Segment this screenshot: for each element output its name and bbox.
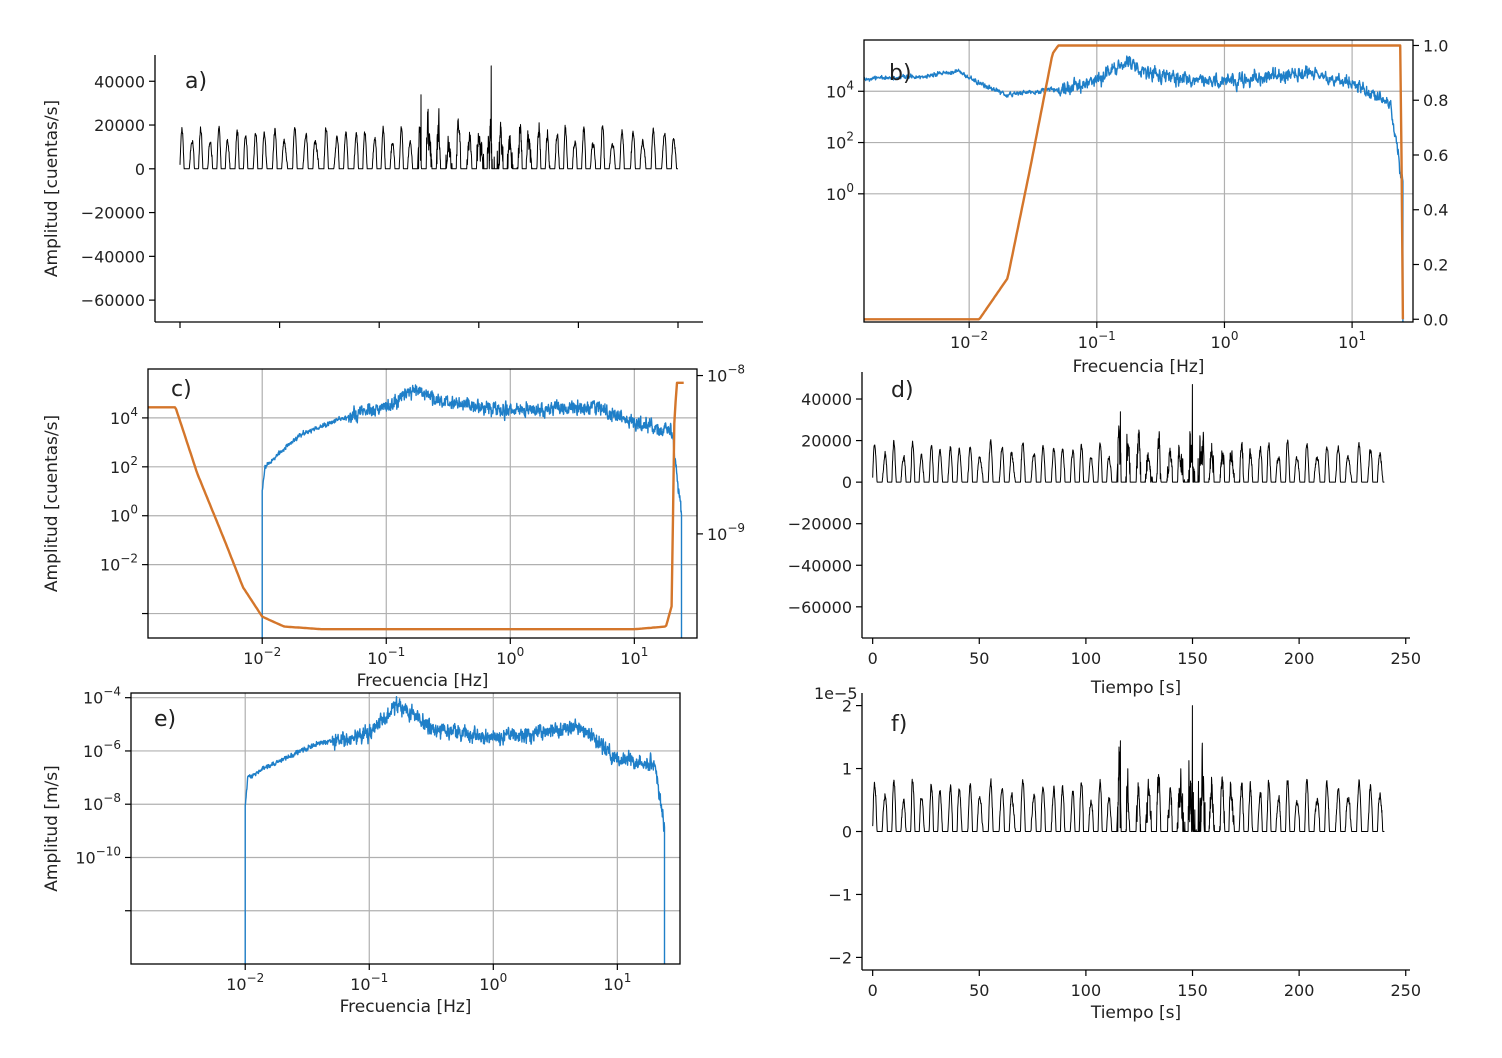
panel-f: 2 1 0 −1 −2 0 50 100 150 200 250 Tiempo [s] 1e−5 f) bbox=[814, 684, 1421, 1023]
panel-label: f) bbox=[891, 712, 907, 737]
y-tick-label: 100 bbox=[110, 503, 138, 526]
y-tick-label: −1 bbox=[828, 885, 852, 904]
x-tick-label: 0 bbox=[868, 981, 878, 1000]
y-tick-label: 0 bbox=[135, 160, 145, 179]
y-tick-label: 20000 bbox=[801, 432, 852, 451]
panel-label: b) bbox=[889, 61, 912, 86]
x-tick-label: 100 bbox=[1071, 981, 1102, 1000]
y-tick-label: 10−10 bbox=[75, 844, 121, 867]
panel-label: a) bbox=[185, 69, 207, 94]
y-tick-label: 104 bbox=[826, 78, 854, 101]
y-tick-label: 100 bbox=[826, 181, 854, 204]
x-tick-label: 0 bbox=[868, 649, 878, 668]
y2-tick-label: 10−8 bbox=[707, 363, 745, 386]
y-tick-label: 10−2 bbox=[100, 552, 138, 575]
plot-frame bbox=[863, 39, 1414, 323]
panel-d: 40000 20000 0 −20000 −40000 −60000 0 50 100 150 20… bbox=[788, 372, 1421, 698]
panel-a: 40000 20000 0 −20000 −40000 −60000 Amplitud [c… bbox=[42, 55, 703, 328]
x-axis-label: Frecuencia [Hz] bbox=[1073, 357, 1205, 377]
series-seismogram bbox=[179, 65, 679, 170]
x-tick-label: 150 bbox=[1177, 981, 1208, 1000]
y2-tick-label: 10−9 bbox=[707, 521, 745, 544]
y-tick-label: 1 bbox=[842, 760, 852, 779]
y2-tick-label: 0.6 bbox=[1423, 146, 1448, 165]
panel-b: 104 102 100 10−2 10−1 100 101 1.0 0.8 0.6 0.4 0.2 0.… bbox=[826, 36, 1448, 377]
x-tick-label: 10−1 bbox=[350, 971, 388, 994]
x-tick-label: 50 bbox=[969, 981, 989, 1000]
panel-label: c) bbox=[171, 377, 192, 402]
y-tick-label: −60000 bbox=[81, 291, 145, 310]
x-tick-label: 100 bbox=[496, 645, 524, 668]
series-amplitude-spectrum bbox=[244, 696, 666, 964]
plot-frame bbox=[147, 368, 698, 639]
y-axis-label: Amplitud [cuentas/s] bbox=[42, 100, 62, 277]
plot-frame bbox=[130, 692, 681, 965]
y2-tick-label: 0.4 bbox=[1423, 201, 1448, 220]
x-tick-label: 10−2 bbox=[226, 971, 264, 994]
x-tick-label: 150 bbox=[1177, 649, 1208, 668]
y-tick-label: 20000 bbox=[94, 116, 145, 135]
y-offset-label: 1e−5 bbox=[814, 684, 858, 703]
y-tick-label: −2 bbox=[828, 948, 852, 967]
series-seismogram bbox=[872, 384, 1385, 483]
y-tick-label: 2 bbox=[842, 697, 852, 716]
y-tick-label: 102 bbox=[826, 130, 854, 153]
x-tick-label: 250 bbox=[1390, 649, 1421, 668]
series-inverse-response bbox=[148, 381, 684, 631]
x-tick-label: 10−1 bbox=[367, 645, 405, 668]
panel-label: e) bbox=[154, 707, 176, 732]
panel-c: 104 102 100 10−2 10−2 10−1 100 101 10−8 10−9 Frecu… bbox=[42, 363, 745, 691]
y-tick-label: 104 bbox=[110, 405, 138, 428]
x-tick-label: 10−2 bbox=[950, 329, 988, 352]
y2-tick-label: 1.0 bbox=[1423, 36, 1448, 55]
x-tick-label: 100 bbox=[1071, 649, 1102, 668]
y-tick-label: −40000 bbox=[788, 556, 852, 575]
y-tick-label: 10−4 bbox=[83, 685, 121, 708]
x-tick-label: 100 bbox=[479, 971, 507, 994]
series-amplitude-spectrum bbox=[864, 55, 1404, 322]
x-tick-label: 200 bbox=[1284, 649, 1315, 668]
x-tick-label: 101 bbox=[603, 971, 631, 994]
x-tick-label: 101 bbox=[1338, 329, 1366, 352]
x-tick-label: 10−2 bbox=[243, 645, 281, 668]
x-axis-label: Tiempo [s] bbox=[1090, 678, 1181, 698]
x-tick-label: 200 bbox=[1284, 981, 1315, 1000]
y-tick-label: −40000 bbox=[81, 247, 145, 266]
series-amplitude-spectrum bbox=[261, 384, 683, 638]
y-tick-label: 10−6 bbox=[83, 738, 121, 761]
y-tick-label: 40000 bbox=[94, 72, 145, 91]
panel-e: 10−4 10−6 10−8 10−10 10−2 10−1 100 101 Frecuenci… bbox=[42, 685, 681, 1017]
y-axis-label: Amplitud [m/s] bbox=[42, 765, 62, 891]
x-tick-label: 250 bbox=[1390, 981, 1421, 1000]
y-tick-label: −20000 bbox=[81, 204, 145, 223]
y-axis-label: Amplitud [cuentas/s] bbox=[42, 415, 62, 592]
y-tick-label: 40000 bbox=[801, 390, 852, 409]
x-axis-label: Frecuencia [Hz] bbox=[340, 997, 472, 1017]
y2-tick-label: 0.8 bbox=[1423, 91, 1448, 110]
x-tick-label: 50 bbox=[969, 649, 989, 668]
x-tick-label: 10−1 bbox=[1078, 329, 1116, 352]
series-taper bbox=[864, 44, 1405, 321]
y-tick-label: 10−8 bbox=[83, 791, 121, 814]
x-axis-label: Tiempo [s] bbox=[1090, 1003, 1181, 1023]
y-tick-label: −20000 bbox=[788, 515, 852, 534]
y-tick-label: 102 bbox=[110, 454, 138, 477]
x-axis-label: Frecuencia [Hz] bbox=[357, 671, 489, 691]
y2-tick-label: 0.0 bbox=[1423, 310, 1448, 329]
y2-tick-label: 0.2 bbox=[1423, 256, 1448, 275]
y-tick-label: 0 bbox=[842, 473, 852, 492]
x-tick-label: 101 bbox=[620, 645, 648, 668]
x-tick-label: 100 bbox=[1210, 329, 1238, 352]
y-tick-label: 0 bbox=[842, 823, 852, 842]
panel-label: d) bbox=[891, 378, 914, 403]
series-seismogram bbox=[872, 705, 1385, 832]
y-tick-label: −60000 bbox=[788, 598, 852, 617]
